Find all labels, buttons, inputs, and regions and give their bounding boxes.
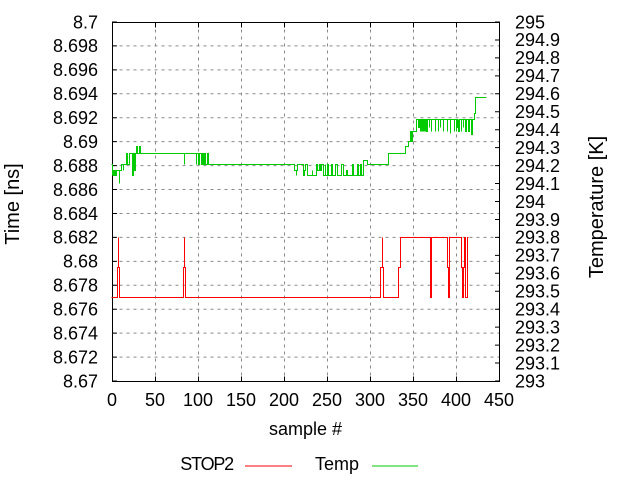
svg-text:294.9: 294.9 xyxy=(515,30,560,50)
svg-text:8.698: 8.698 xyxy=(53,36,98,56)
svg-text:Time [ns]: Time [ns] xyxy=(2,163,24,245)
svg-text:150: 150 xyxy=(226,390,256,410)
svg-text:293: 293 xyxy=(515,371,545,391)
svg-text:293.7: 293.7 xyxy=(515,246,560,266)
svg-text:8.68: 8.68 xyxy=(63,252,98,272)
svg-text:400: 400 xyxy=(441,390,471,410)
svg-text:Temperature [K]: Temperature [K] xyxy=(586,136,608,278)
svg-text:STOP2: STOP2 xyxy=(180,454,234,474)
svg-text:50: 50 xyxy=(145,390,165,410)
svg-text:294.2: 294.2 xyxy=(515,156,560,176)
svg-text:293.9: 293.9 xyxy=(515,210,560,230)
svg-text:300: 300 xyxy=(355,390,385,410)
svg-text:0: 0 xyxy=(107,390,117,410)
svg-text:350: 350 xyxy=(398,390,428,410)
svg-text:294.5: 294.5 xyxy=(515,102,560,122)
svg-text:295: 295 xyxy=(515,12,545,32)
svg-text:8.69: 8.69 xyxy=(63,132,98,152)
svg-text:293.5: 293.5 xyxy=(515,282,560,302)
svg-text:8.694: 8.694 xyxy=(53,84,98,104)
svg-text:8.674: 8.674 xyxy=(53,323,98,343)
svg-text:294.3: 294.3 xyxy=(515,138,560,158)
svg-text:8.676: 8.676 xyxy=(53,300,98,320)
svg-text:8.682: 8.682 xyxy=(53,228,98,248)
svg-text:294.6: 294.6 xyxy=(515,84,560,104)
svg-text:293.1: 293.1 xyxy=(515,353,560,373)
svg-text:100: 100 xyxy=(183,390,213,410)
svg-text:250: 250 xyxy=(312,390,342,410)
svg-text:450: 450 xyxy=(484,390,514,410)
svg-text:8.7: 8.7 xyxy=(73,12,98,32)
svg-text:293.3: 293.3 xyxy=(515,317,560,337)
svg-text:200: 200 xyxy=(269,390,299,410)
svg-text:293.2: 293.2 xyxy=(515,335,560,355)
svg-text:294.1: 294.1 xyxy=(515,174,560,194)
svg-text:8.67: 8.67 xyxy=(63,371,98,391)
svg-text:294: 294 xyxy=(515,192,545,212)
svg-text:293.6: 293.6 xyxy=(515,264,560,284)
svg-text:293.8: 293.8 xyxy=(515,228,560,248)
svg-text:8.688: 8.688 xyxy=(53,156,98,176)
svg-text:Temp: Temp xyxy=(315,454,359,474)
svg-text:294.8: 294.8 xyxy=(515,48,560,68)
svg-text:294.4: 294.4 xyxy=(515,120,560,140)
svg-text:8.686: 8.686 xyxy=(53,180,98,200)
svg-text:8.692: 8.692 xyxy=(53,108,98,128)
svg-text:8.678: 8.678 xyxy=(53,276,98,296)
svg-text:sample #: sample # xyxy=(269,419,342,439)
svg-text:8.684: 8.684 xyxy=(53,204,98,224)
svg-text:293.4: 293.4 xyxy=(515,300,560,320)
svg-text:294.7: 294.7 xyxy=(515,66,560,86)
svg-text:8.672: 8.672 xyxy=(53,347,98,367)
svg-text:8.696: 8.696 xyxy=(53,60,98,80)
